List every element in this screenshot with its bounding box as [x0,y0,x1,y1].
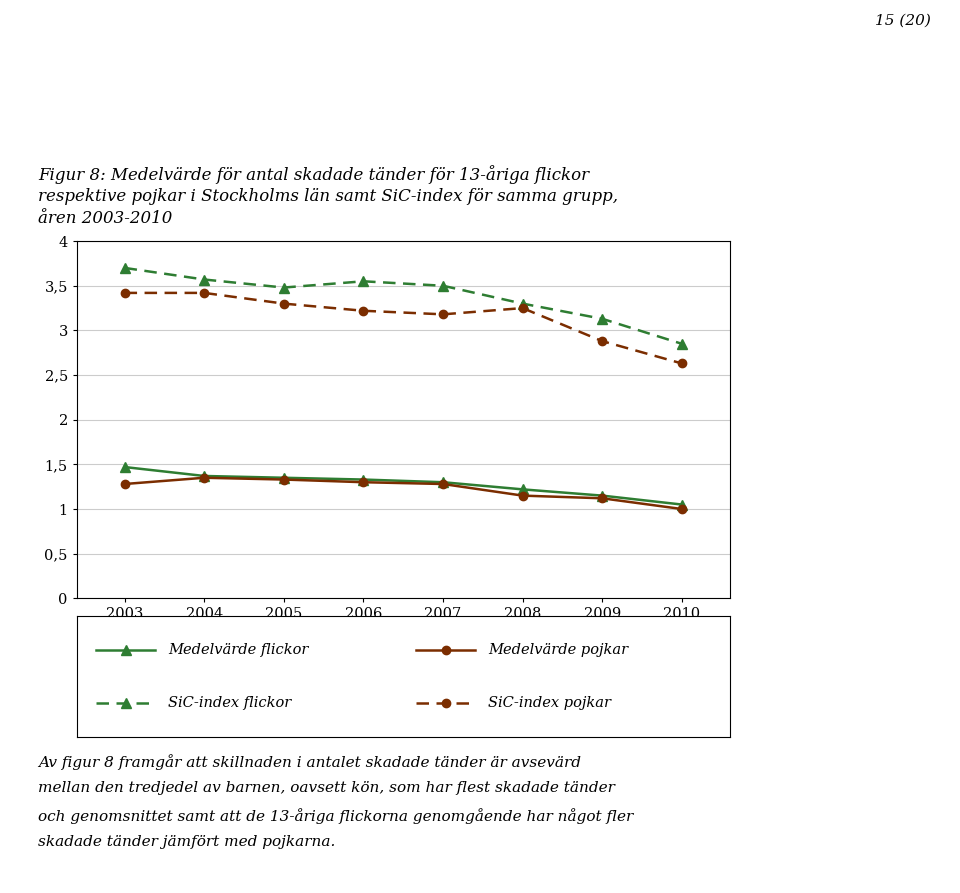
Text: och genomsnittet samt att de 13-åriga flickorna genomgående har något fler: och genomsnittet samt att de 13-åriga fl… [38,808,634,824]
Text: åren 2003-2010: åren 2003-2010 [38,210,173,227]
Text: SiC-index flickor: SiC-index flickor [168,696,292,710]
Text: Medelvärde flickor: Medelvärde flickor [168,643,308,657]
Text: Medelvärde pojkar: Medelvärde pojkar [488,643,628,657]
Text: mellan den tredjedel av barnen, oavsett kön, som har flest skadade tänder: mellan den tredjedel av barnen, oavsett … [38,781,615,796]
Text: Figur 8: Medelvärde för antal skadade tänder för 13-åriga flickor: Figur 8: Medelvärde för antal skadade tä… [38,165,589,184]
Text: SiC-index pojkar: SiC-index pojkar [488,696,612,710]
Text: Av figur 8 framgår att skillnaden i antalet skadade tänder är avsevärd: Av figur 8 framgår att skillnaden i anta… [38,755,582,771]
Text: respektive pojkar i Stockholms län samt SiC-index för samma grupp,: respektive pojkar i Stockholms län samt … [38,188,618,204]
Text: skadade tänder jämfört med pojkarna.: skadade tänder jämfört med pojkarna. [38,835,336,849]
Text: 15 (20): 15 (20) [876,13,931,28]
